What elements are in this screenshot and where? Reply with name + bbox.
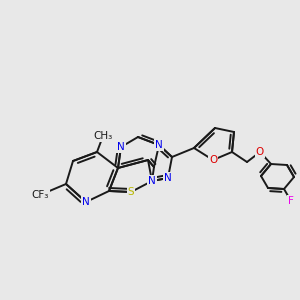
Text: CH₃: CH₃ bbox=[93, 131, 112, 141]
Text: N: N bbox=[155, 140, 163, 150]
Text: N: N bbox=[148, 176, 156, 186]
Text: CF₃: CF₃ bbox=[31, 190, 49, 200]
Text: S: S bbox=[128, 187, 134, 197]
Text: N: N bbox=[82, 197, 90, 207]
Text: N: N bbox=[164, 173, 172, 183]
Text: O: O bbox=[209, 155, 217, 165]
Text: F: F bbox=[288, 196, 294, 206]
Text: O: O bbox=[256, 147, 264, 157]
Text: N: N bbox=[117, 142, 125, 152]
